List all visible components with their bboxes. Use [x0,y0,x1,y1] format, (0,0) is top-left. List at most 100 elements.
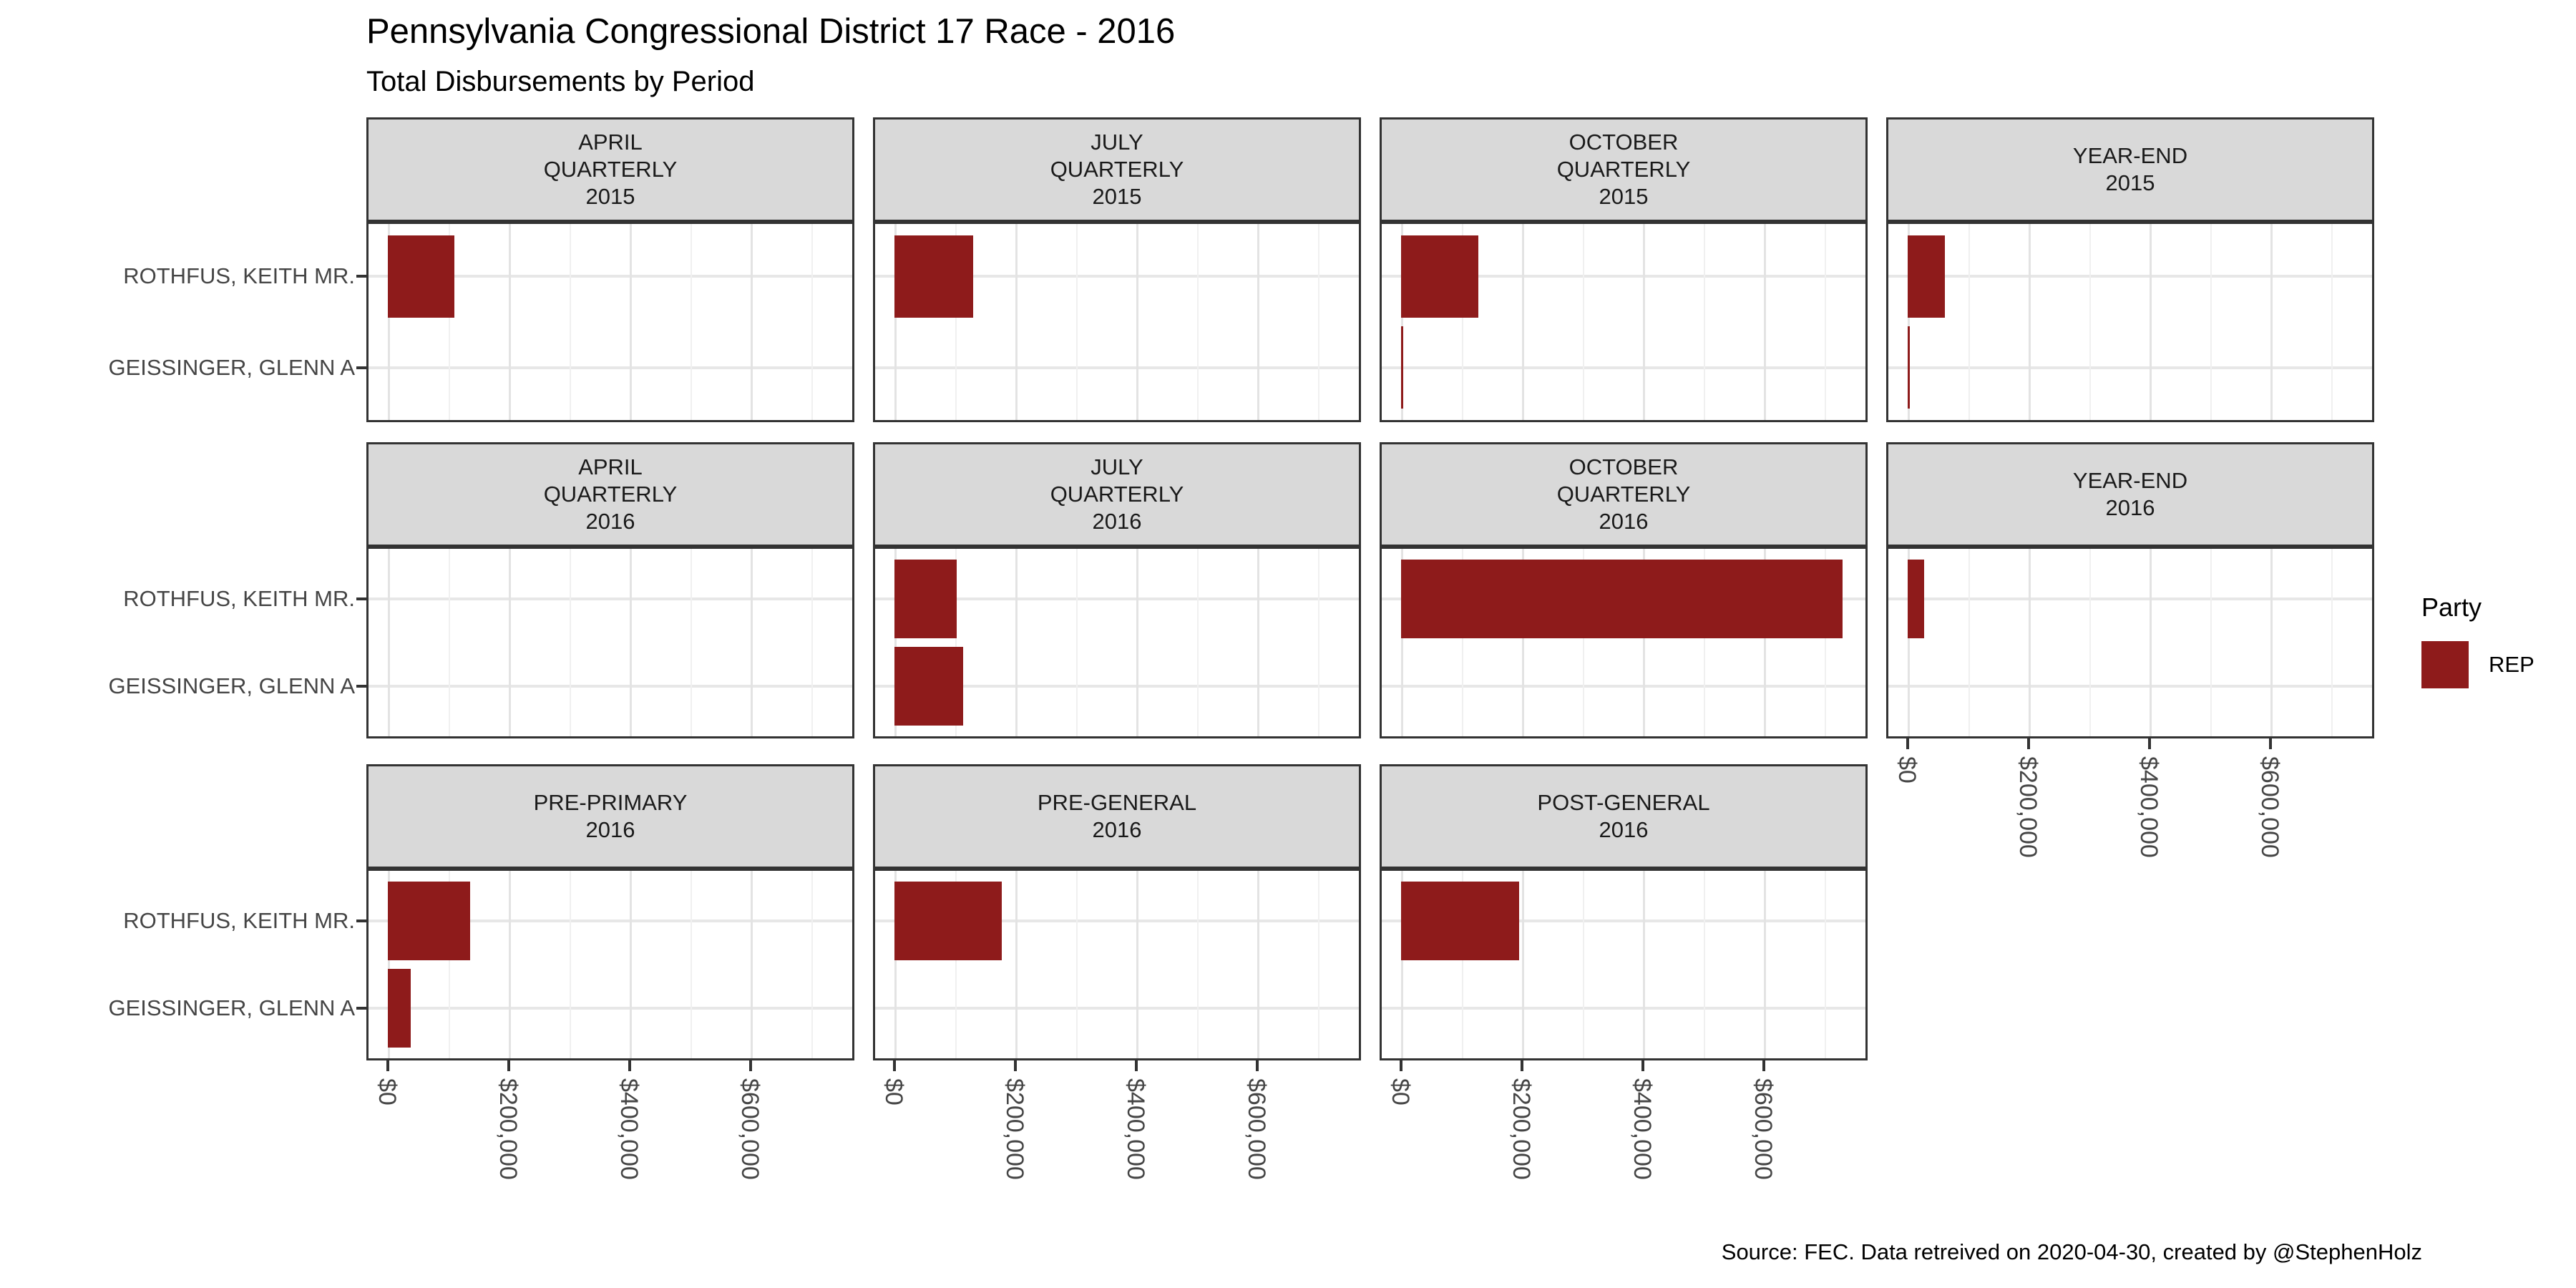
facet-panel-pre-general-2016 [873,869,1361,1060]
strip-label-line: QUARTERLY [1556,157,1691,182]
x-tick-label-200-000: $200,000 [494,1078,522,1180]
y-tick-geissinger-glenn-a [356,1006,366,1010]
gridline-vertical-major [1257,224,1259,420]
gridline-horizontal [875,919,1359,923]
gridline-vertical-major [388,224,390,420]
gridline-vertical-major [1764,871,1766,1058]
gridline-vertical-major [630,224,632,420]
x-tick-label-0: $0 [374,1078,401,1106]
gridline-vertical-minor [1317,549,1319,736]
gridline-horizontal [1888,597,2372,601]
strip-label-line: 2015 [585,184,635,209]
facet-panel-post-general-2016 [1380,869,1868,1060]
gridline-vertical-minor [690,224,692,420]
gridline-vertical-minor [690,871,692,1058]
facet-panel-october-quarterly-2015 [1380,222,1868,422]
x-tick-200-000 [2027,738,2030,749]
gridline-vertical-major [1015,871,1018,1058]
gridline-vertical-minor [1968,224,1970,420]
strip-label-line: 2016 [2105,495,2155,520]
bar-rothfus-keith-mr-july-quarterly-2016 [894,560,957,639]
facet-strip-april-quarterly-2016: APRIL QUARTERLY 2016 [366,442,854,547]
gridline-vertical-minor [1582,871,1584,1058]
bar-rothfus-keith-mr-year-end-2016 [1908,560,1924,639]
gridline-horizontal [1382,1006,1865,1010]
gridline-horizontal [1888,366,2372,369]
gridline-vertical-major [751,871,753,1058]
gridline-vertical-minor [1461,871,1463,1058]
gridline-vertical-major [1643,224,1645,420]
x-tick-600-000 [1762,1060,1765,1071]
gridline-vertical-major [2029,224,2031,420]
gridline-vertical-major [894,224,897,420]
gridline-vertical-major [894,549,897,736]
facet-strip-july-quarterly-2015: JULY QUARTERLY 2015 [873,117,1361,222]
gridline-vertical-minor [1461,549,1463,736]
source-caption: Source: FEC. Data retreived on 2020-04-3… [1721,1239,2422,1264]
x-tick-label-0: $0 [1387,1078,1414,1106]
facet-panel-october-quarterly-2016 [1380,547,1868,738]
gridline-vertical-minor [955,549,957,736]
gridline-vertical-major [630,549,632,736]
x-tick-label-600-000: $600,000 [1750,1078,1777,1180]
legend-entry-label: REP [2489,652,2534,677]
gridline-vertical-minor [2331,549,2333,736]
gridline-horizontal [1382,684,1865,688]
x-tick-400-000 [2148,738,2151,749]
bar-rothfus-keith-mr-october-quarterly-2015 [1401,235,1479,318]
gridline-vertical-minor [2210,549,2212,736]
y-tick-rothfus-keith-mr [356,275,366,278]
strip-label-line: 2016 [1599,817,1649,842]
gridline-vertical-major [894,871,897,1058]
gridline-vertical-minor [1968,549,1970,736]
y-axis-label-rothfus-keith-mr: ROTHFUS, KEITH MR. [123,908,355,934]
x-tick-400-000 [1135,1060,1138,1071]
gridline-vertical-minor [690,549,692,736]
gridline-vertical-major [509,549,511,736]
strip-label-line: JULY [1091,454,1143,479]
gridline-vertical-major [1522,224,1524,420]
x-tick-0 [893,1060,896,1071]
x-tick-600-000 [749,1060,752,1071]
gridline-vertical-major [751,224,753,420]
x-tick-label-600-000: $600,000 [2256,756,2283,858]
bar-rothfus-keith-mr-pre-general-2016 [894,882,1002,961]
gridline-vertical-minor [1196,871,1199,1058]
facet-panel-july-quarterly-2016 [873,547,1361,738]
gridline-vertical-minor [1317,871,1319,1058]
chart-title: Pennsylvania Congressional District 17 R… [366,12,1176,51]
gridline-horizontal [1382,919,1865,923]
y-axis-label-rothfus-keith-mr: ROTHFUS, KEITH MR. [123,263,355,289]
facet-strip-october-quarterly-2016: OCTOBER QUARTERLY 2016 [1380,442,1868,547]
gridline-vertical-major [1136,871,1138,1058]
strip-label-line: YEAR-END [2072,468,2188,493]
x-tick-label-400-000: $400,000 [1629,1078,1656,1180]
x-tick-label-0: $0 [1893,756,1921,784]
gridline-vertical-minor [1582,549,1584,736]
gridline-vertical-minor [811,224,813,420]
gridline-vertical-major [1257,871,1259,1058]
gridline-vertical-major [388,871,390,1058]
bar-rothfus-keith-mr-post-general-2016 [1401,882,1519,961]
bar-rothfus-keith-mr-october-quarterly-2016 [1401,560,1843,639]
facet-panel-april-quarterly-2015 [366,222,854,422]
gridline-vertical-minor [1824,224,1826,420]
gridline-vertical-minor [1703,224,1705,420]
gridline-vertical-major [2029,549,2031,736]
strip-label-line: POST-GENERAL [1537,790,1710,815]
gridline-vertical-minor [1196,224,1199,420]
x-tick-label-600-000: $600,000 [736,1078,763,1180]
gridline-vertical-major [2150,224,2152,420]
bar-geissinger-glenn-a-october-quarterly-2015 [1401,326,1403,409]
strip-label-line: APRIL [578,454,643,479]
gridline-horizontal [875,1006,1359,1010]
strip-label-line: QUARTERLY [1050,157,1184,182]
strip-label-line: YEAR-END [2072,143,2188,168]
x-tick-label-200-000: $200,000 [2014,756,2041,858]
legend-entry-rep: REP [2421,641,2534,688]
legend-swatch-rep-icon [2421,641,2469,688]
facet-strip-pre-general-2016: PRE-GENERAL 2016 [873,764,1361,869]
facet-panel-april-quarterly-2016 [366,547,854,738]
gridline-vertical-major [1908,224,1910,420]
